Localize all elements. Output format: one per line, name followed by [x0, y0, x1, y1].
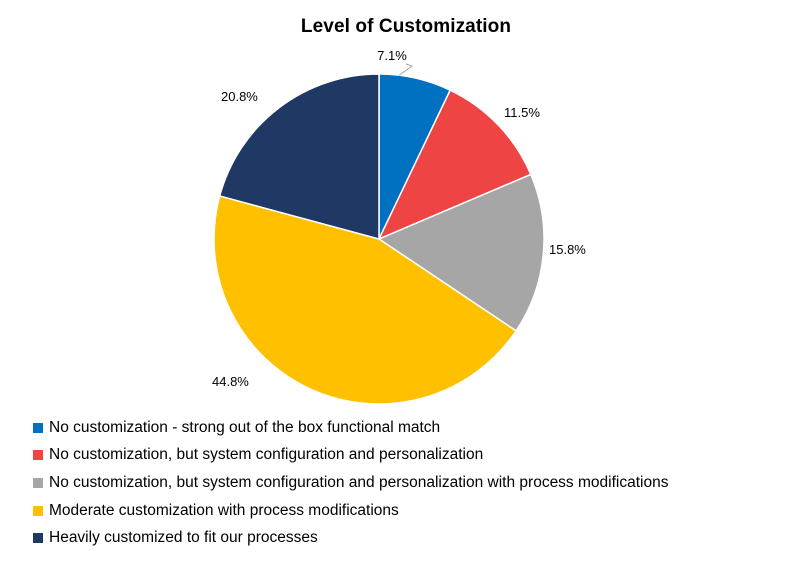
legend-item-1: No customization - strong out of the box…	[33, 414, 668, 442]
chart-title: Level of Customization	[300, 16, 512, 37]
chart-legend: No customization - strong out of the box…	[33, 414, 668, 552]
pie-slice-3	[377, 173, 545, 332]
slice-labels: 7.1% 11.5% 15.8% 44.8% 20.8%	[212, 48, 586, 389]
slice-label-5: 20.8%	[221, 89, 258, 104]
legend-item-3: No customization, but system configurati…	[33, 469, 668, 497]
pie-slice-2	[377, 89, 532, 241]
pie-slice-4	[213, 195, 518, 405]
legend-label-3: No customization, but system configurati…	[49, 473, 669, 491]
legend-swatch-2	[33, 450, 43, 461]
legend-label-4: Moderate customization with process modi…	[49, 501, 399, 519]
legend-label-5: Heavily customized to fit our processes	[49, 529, 318, 547]
pie-slices	[213, 73, 545, 405]
legend-item-2: No customization, but system configurati…	[33, 442, 668, 470]
pie-slice-5	[218, 73, 380, 240]
slice-label-2: 11.5%	[504, 105, 540, 120]
slice-label-1: 7.1%	[377, 48, 407, 63]
legend-label-2: No customization, but system configurati…	[49, 446, 484, 464]
slice-label-3: 15.8%	[549, 242, 586, 257]
legend-label-1: No customization - strong out of the box…	[49, 418, 441, 436]
leader-lines	[398, 63, 414, 76]
leader-line-1	[398, 63, 414, 76]
slice-label-4: 44.8%	[212, 374, 249, 389]
legend-item-5: Heavily customized to fit our processes	[33, 524, 668, 552]
legend-item-4: Moderate customization with process modi…	[33, 497, 668, 525]
legend-swatch-3	[33, 477, 43, 488]
legend-swatch-1	[33, 422, 43, 433]
legend-swatch-5	[33, 533, 43, 544]
legend-swatch-4	[33, 505, 43, 516]
